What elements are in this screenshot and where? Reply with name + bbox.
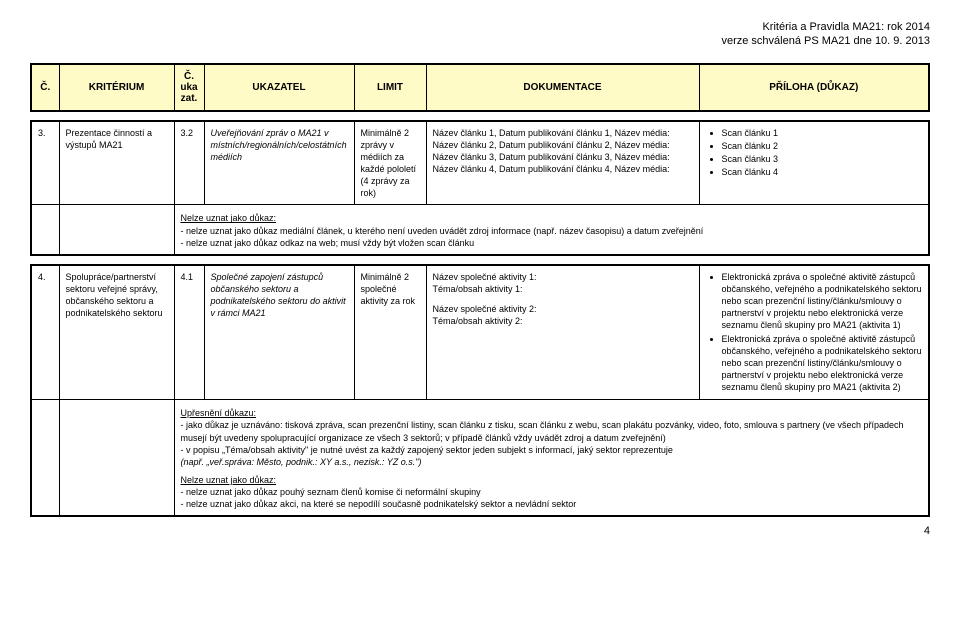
cell-dok: Název článku 1, Datum publikování článku… [426, 121, 699, 205]
page-number: 4 [30, 525, 930, 537]
dok-line: Téma/obsah aktivity 2: [433, 315, 693, 327]
uk-text: Společné zapojení zástupců občanského se… [211, 272, 346, 318]
nz-line: - nelze uznat jako důkaz pouhý seznam čl… [181, 487, 481, 497]
table-row-note: Upřesnění důkazu: - jako důkaz je uznává… [31, 400, 929, 517]
header-table: Č. KRITÉRIUM Č. uka zat. UKAZATEL LIMIT … [30, 63, 930, 112]
uk-text: Uveřejňování zpráv o MA21 v místních/reg… [211, 128, 347, 162]
pri-item: Elektronická zpráva o společné aktivitě … [722, 333, 923, 394]
cell-lim: Minimálně 2 zprávy v médiích za každé po… [354, 121, 426, 205]
doc-header: Kritéria a Pravidla MA21: rok 2014 verze… [30, 20, 930, 49]
table-row: 4. Spolupráce/partnerství sektoru veřejn… [31, 265, 929, 400]
up-line: - v popisu „Téma/obsah aktivity" je nutn… [181, 445, 673, 455]
dok-line: Téma/obsah aktivity 1: [433, 283, 693, 295]
pri-item: Scan článku 3 [722, 153, 923, 165]
pri-item: Scan článku 2 [722, 140, 923, 152]
cell-uk: Společné zapojení zástupců občanského se… [204, 265, 354, 400]
up-line: - jako důkaz je uznáváno: tisková zpráva… [181, 420, 904, 442]
row3-table: 3. Prezentace činností a výstupů MA21 3.… [30, 120, 930, 256]
header-line1: Kritéria a Pravidla MA21: rok 2014 [762, 21, 930, 33]
pri-item: Scan článku 1 [722, 127, 923, 139]
cell-uz: 4.1 [174, 265, 204, 400]
pri-item: Scan článku 4 [722, 166, 923, 178]
note-line: - nelze uznat jako důkaz mediální článek… [181, 226, 704, 236]
header-line2: verze schválená PS MA21 dne 10. 9. 2013 [721, 35, 930, 47]
cell-pri: Scan článku 1 Scan článku 2 Scan článku … [699, 121, 929, 205]
col-dok: DOKUMENTACE [426, 64, 699, 111]
note-line: - nelze uznat jako důkaz odkaz na web; m… [181, 238, 475, 248]
pri-item: Elektronická zpráva o společné aktivitě … [722, 271, 923, 332]
nz-head: Nelze uznat jako důkaz: [181, 475, 277, 485]
table-row: 3. Prezentace činností a výstupů MA21 3.… [31, 121, 929, 205]
dok-line: Název společné aktivity 1: [433, 271, 693, 283]
cell-dok: Název společné aktivity 1: Téma/obsah ak… [426, 265, 699, 400]
col-lim: LIMIT [354, 64, 426, 111]
dok-line: Název článku 4, Datum publikování článku… [433, 163, 693, 175]
note-cell: Upřesnění důkazu: - jako důkaz je uznává… [174, 400, 929, 517]
cell-uz: 3.2 [174, 121, 204, 205]
cell-num: 4. [31, 265, 59, 400]
cell-krit: Spolupráce/partnerství sektoru veřejné s… [59, 265, 174, 400]
dok-line: Název článku 1, Datum publikování článku… [433, 127, 693, 139]
cell-uk: Uveřejňování zpráv o MA21 v místních/reg… [204, 121, 354, 205]
col-krit: KRITÉRIUM [59, 64, 174, 111]
table-row-note: Nelze uznat jako důkaz: - nelze uznat ja… [31, 205, 929, 255]
cell-krit: Prezentace činností a výstupů MA21 [59, 121, 174, 205]
col-uk: UKAZATEL [204, 64, 354, 111]
col-uz: Č. uka zat. [174, 64, 204, 111]
row4-table: 4. Spolupráce/partnerství sektoru veřejn… [30, 264, 930, 518]
note-head: Nelze uznat jako důkaz: [181, 213, 277, 223]
cell-lim: Minimálně 2 společné aktivity za rok [354, 265, 426, 400]
nz-line: - nelze uznat jako důkaz akci, na které … [181, 499, 577, 509]
spacer [181, 468, 923, 474]
col-c: Č. [31, 64, 59, 111]
note-cell: Nelze uznat jako důkaz: - nelze uznat ja… [174, 205, 929, 255]
spacer [433, 295, 693, 303]
col-pri: PŘÍLOHA (DŮKAZ) [699, 64, 929, 111]
up-example: (např. „veř.správa: Město, podnik.: XY a… [181, 457, 422, 467]
dok-line: Název článku 2, Datum publikování článku… [433, 139, 693, 151]
cell-num: 3. [31, 121, 59, 205]
cell-pri: Elektronická zpráva o společné aktivitě … [699, 265, 929, 400]
dok-line: Název článku 3, Datum publikování článku… [433, 151, 693, 163]
dok-line: Název společné aktivity 2: [433, 303, 693, 315]
up-head: Upřesnění důkazu: [181, 408, 257, 418]
